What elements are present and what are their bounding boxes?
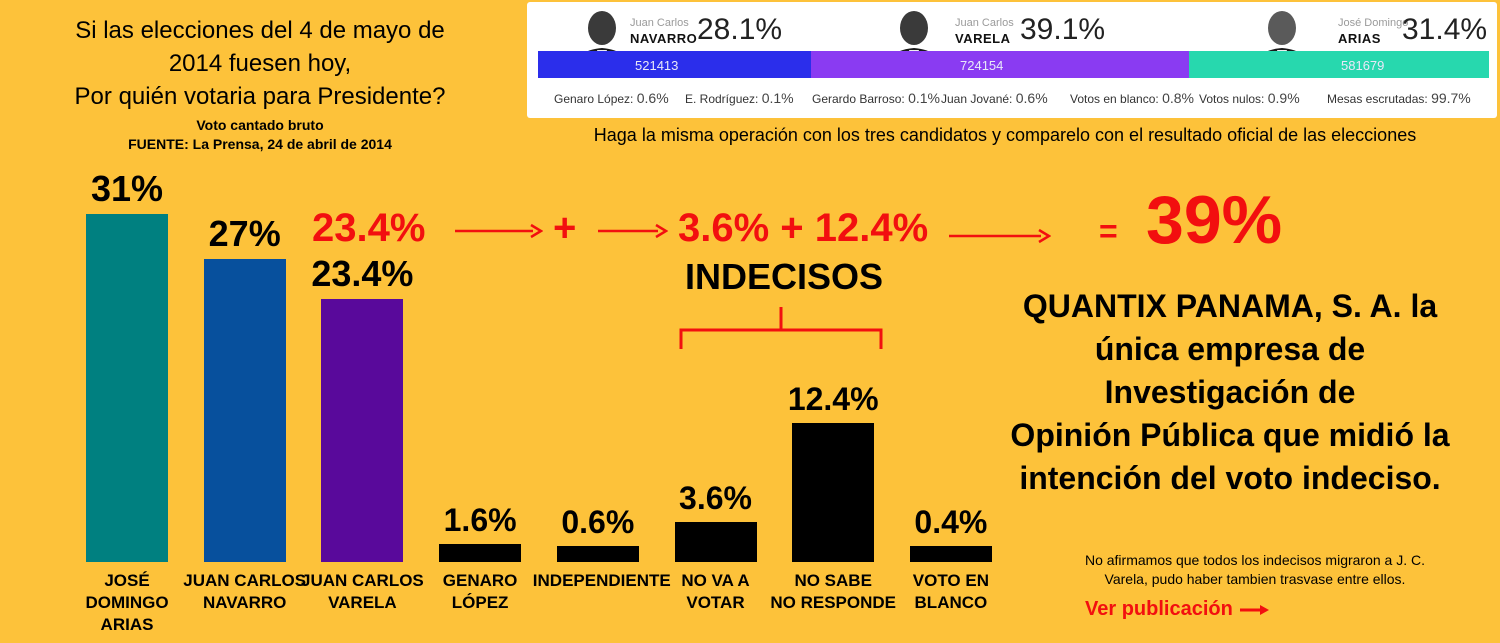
question-line-1: Si las elecciones del 4 de mayo de	[75, 17, 445, 44]
question-source: FUENTE: La Prensa, 24 de abril de 2014	[128, 136, 392, 152]
minor-result-lopez: Genaro López: 0.6%	[554, 90, 669, 106]
equation-plus: +	[553, 206, 577, 250]
bar-category-label-4: GENARO LÓPEZ	[442, 571, 518, 612]
varela-votes: 724154	[960, 58, 1004, 73]
minor-result-jovane: Juan Jované: 0.6%	[941, 90, 1048, 106]
minor-result-rodriguez: E. Rodríguez: 0.1%	[685, 90, 794, 106]
bar-8	[909, 546, 992, 562]
indecisos-label: INDECISOS	[685, 256, 884, 297]
navarro-first-name: Juan Carlos	[630, 17, 689, 29]
ver-publicacion-link[interactable]: Ver publicación	[1085, 598, 1272, 621]
bar-value-label-2: 27%	[208, 212, 281, 254]
minor-result-blank: Votos en blanco: 0.8%	[1070, 90, 1194, 106]
equation-equals: =	[1099, 213, 1118, 249]
varela-first-name: Juan Carlos	[955, 17, 1014, 29]
bar-category-label-7: NO SABE NO RESPONDE	[770, 571, 896, 612]
disclaimer-note: No afirmamos que todos los indecisos mig…	[1084, 552, 1426, 587]
bar-value-label-5: 0.6%	[561, 504, 635, 540]
arias-votes: 581679	[1341, 58, 1385, 73]
bar-3	[321, 299, 404, 562]
navarro-votes: 521413	[635, 58, 679, 73]
arias-first-name: José Domingo	[1338, 17, 1409, 29]
navarro-pct: 28.1%	[697, 13, 783, 46]
quantix-line-3: Investigación de	[1104, 374, 1356, 410]
bar-5	[556, 546, 639, 562]
bar-value-label-3: 23.4%	[311, 253, 414, 295]
indecisos-bracket	[679, 307, 883, 349]
minor-result-null: Votos nulos: 0.9%	[1199, 90, 1300, 106]
quantix-line-1: QUANTIX PANAMA, S. A. la	[1022, 288, 1438, 324]
official-results-panel: Juan Carlos NAVARRO 28.1% Juan Carlos VA…	[527, 2, 1497, 118]
equation-start: 23.4%	[312, 206, 426, 250]
bar-category-label-5: INDEPENDIENTE	[532, 571, 671, 590]
bar-7	[792, 422, 875, 562]
bar-category-label-3: JUAN CARLOS VARELA	[300, 571, 424, 612]
arias-pct: 31.4%	[1402, 13, 1488, 46]
navarro-segment	[538, 51, 811, 78]
question-subtitle: Voto cantado bruto	[196, 117, 324, 133]
bar-category-label-6: NO VA A VOTAR	[681, 571, 750, 612]
arias-last-name: ARIAS	[1338, 31, 1381, 46]
arrow-right-icon	[1240, 604, 1270, 615]
equation-result: 39%	[1146, 182, 1283, 258]
bar-2	[203, 258, 286, 562]
arrow-icon-3	[949, 228, 1051, 244]
minor-result-barroso: Gerardo Barroso: 0.1%	[812, 90, 940, 106]
quantix-line-2: única empresa de	[1094, 331, 1366, 367]
question-title: Si las elecciones del 4 de mayo de 2014 …	[30, 14, 490, 154]
bar-category-label-1: JOSÉ DOMINGO ARIAS	[85, 571, 169, 634]
varela-segment	[811, 51, 1189, 78]
minor-result-tables: Mesas escrutadas: 99.7%	[1327, 90, 1471, 106]
bar-value-label-6: 3.6%	[679, 479, 752, 516]
varela-pct: 39.1%	[1020, 13, 1106, 46]
quantix-line-4: Opinión Pública que midió la	[1010, 417, 1450, 453]
bar-6	[674, 521, 757, 562]
bar-category-label-8: VOTO EN BLANCO	[912, 571, 989, 612]
quantix-line-5: intención del voto indeciso.	[1019, 460, 1441, 496]
quantix-claim: QUANTIX PANAMA, S. A. la única empresa d…	[1000, 285, 1460, 500]
arrow-icon-2	[598, 223, 668, 239]
bar-category-label-2: JUAN CARLOS NAVARRO	[183, 571, 307, 612]
arias-segment	[1189, 51, 1489, 78]
bar-1	[86, 214, 168, 562]
equation-terms: 3.6% + 12.4%	[678, 206, 929, 250]
bar-4	[439, 544, 522, 562]
bar-value-label-4: 1.6%	[443, 502, 517, 539]
varela-last-name: VARELA	[955, 31, 1011, 46]
question-line-3: Por quién votaria para Presidente?	[74, 83, 446, 110]
bar-value-label-8: 0.4%	[914, 504, 988, 540]
bar-value-label-7: 12.4%	[787, 380, 879, 417]
instruction-text: Haga la misma operación con los tres can…	[593, 125, 1417, 145]
navarro-last-name: NAVARRO	[630, 31, 698, 46]
arrow-icon-1	[455, 223, 543, 239]
question-line-2: 2014 fuesen hoy,	[168, 50, 352, 77]
bar-value-label-1: 31%	[90, 168, 164, 209]
